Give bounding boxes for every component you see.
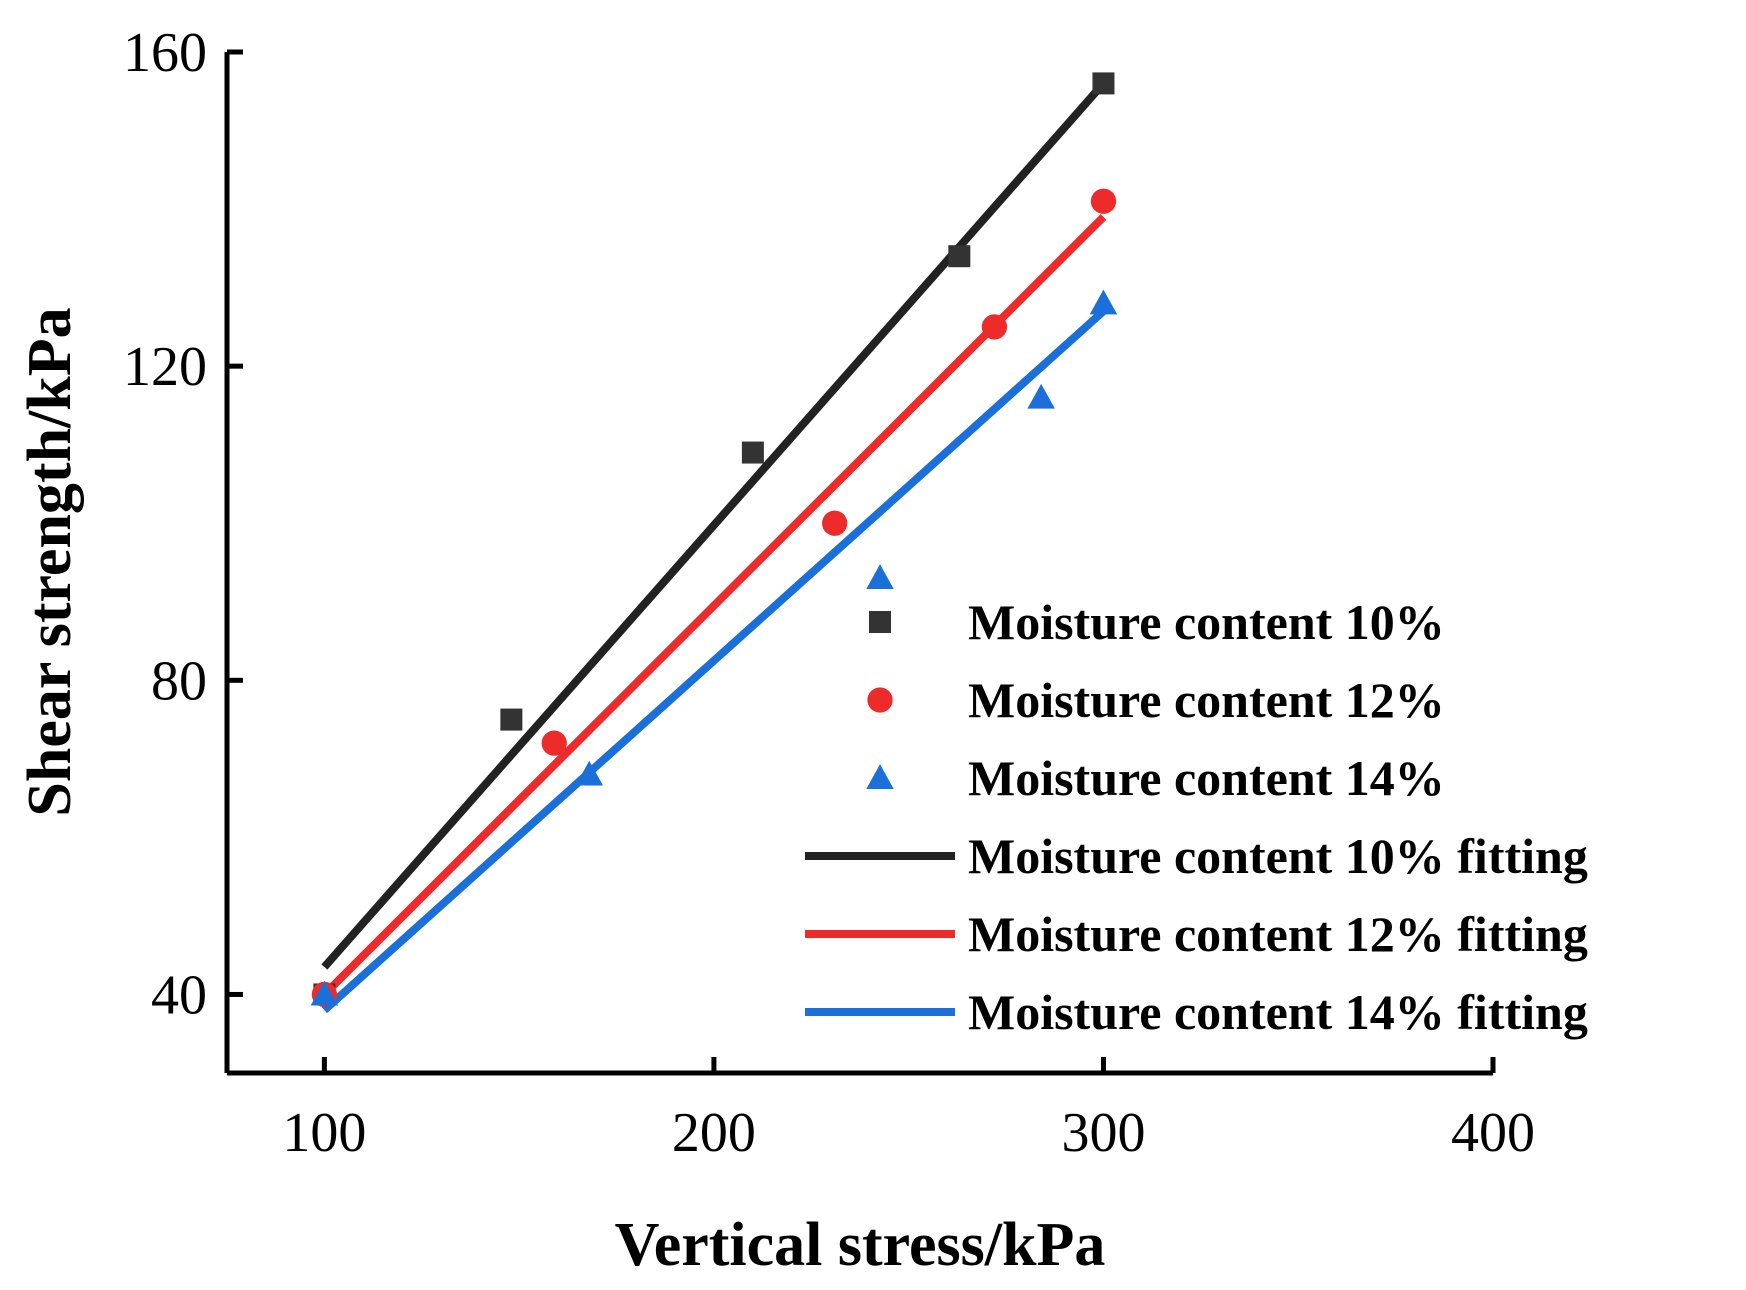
fit-line-3	[321, 80, 1107, 970]
ticks-layer: 100 200 300 400 40 80 120 160	[123, 22, 1535, 1164]
y-tick-label-1: 80	[151, 650, 207, 712]
y-tick-label-2: 120	[123, 336, 207, 398]
data-point-s0-2	[741, 441, 764, 464]
axes-layer	[224, 52, 1493, 1076]
x-tick-label-3: 400	[1451, 1102, 1535, 1164]
data-point-s1-1	[541, 730, 567, 756]
stray-triangle-marker	[866, 564, 894, 589]
data-point-s1-3	[981, 314, 1008, 340]
y-axis-title: Shear strength/kPa	[16, 307, 84, 816]
data-point-s2-1	[575, 760, 604, 786]
data-point-s0-4	[1092, 72, 1115, 95]
x-tick-label-2: 300	[1061, 1102, 1145, 1164]
x-tick-label-0: 100	[282, 1102, 366, 1164]
stray-marker-layer	[866, 564, 894, 589]
data-point-s0-3	[948, 245, 971, 268]
legend-label-2: Moisture content 14%	[968, 750, 1445, 806]
fit-line-4	[321, 214, 1107, 998]
legend-marker-0	[869, 611, 891, 633]
x-axis-title: Vertical stress/kPa	[615, 1211, 1106, 1279]
legend-marker-2	[866, 764, 894, 789]
fit-line-5	[321, 308, 1107, 1014]
y-tick-label-3: 160	[123, 22, 207, 84]
data-point-s0-1	[500, 708, 523, 731]
data-point-s2-3	[1089, 289, 1118, 315]
legend-label-4: Moisture content 12% fitting	[968, 906, 1588, 962]
data-point-s2-2	[1027, 383, 1055, 409]
legend-marker-1	[867, 687, 893, 713]
legend: Moisture content 10% Moisture content 12%…	[805, 594, 1588, 1040]
data-point-s2-0	[310, 980, 339, 1006]
legend-label-1: Moisture content 12%	[968, 672, 1445, 728]
series-layer	[310, 72, 1118, 1014]
x-tick-label-1: 200	[672, 1102, 756, 1164]
y-tick-label-0: 40	[151, 964, 207, 1026]
legend-label-3: Moisture content 10% fitting	[968, 828, 1588, 884]
data-point-s1-4	[1090, 188, 1117, 214]
legend-label-0: Moisture content 10%	[968, 594, 1445, 650]
legend-label-5: Moisture content 14% fitting	[968, 984, 1588, 1040]
data-point-s1-2	[822, 510, 848, 536]
